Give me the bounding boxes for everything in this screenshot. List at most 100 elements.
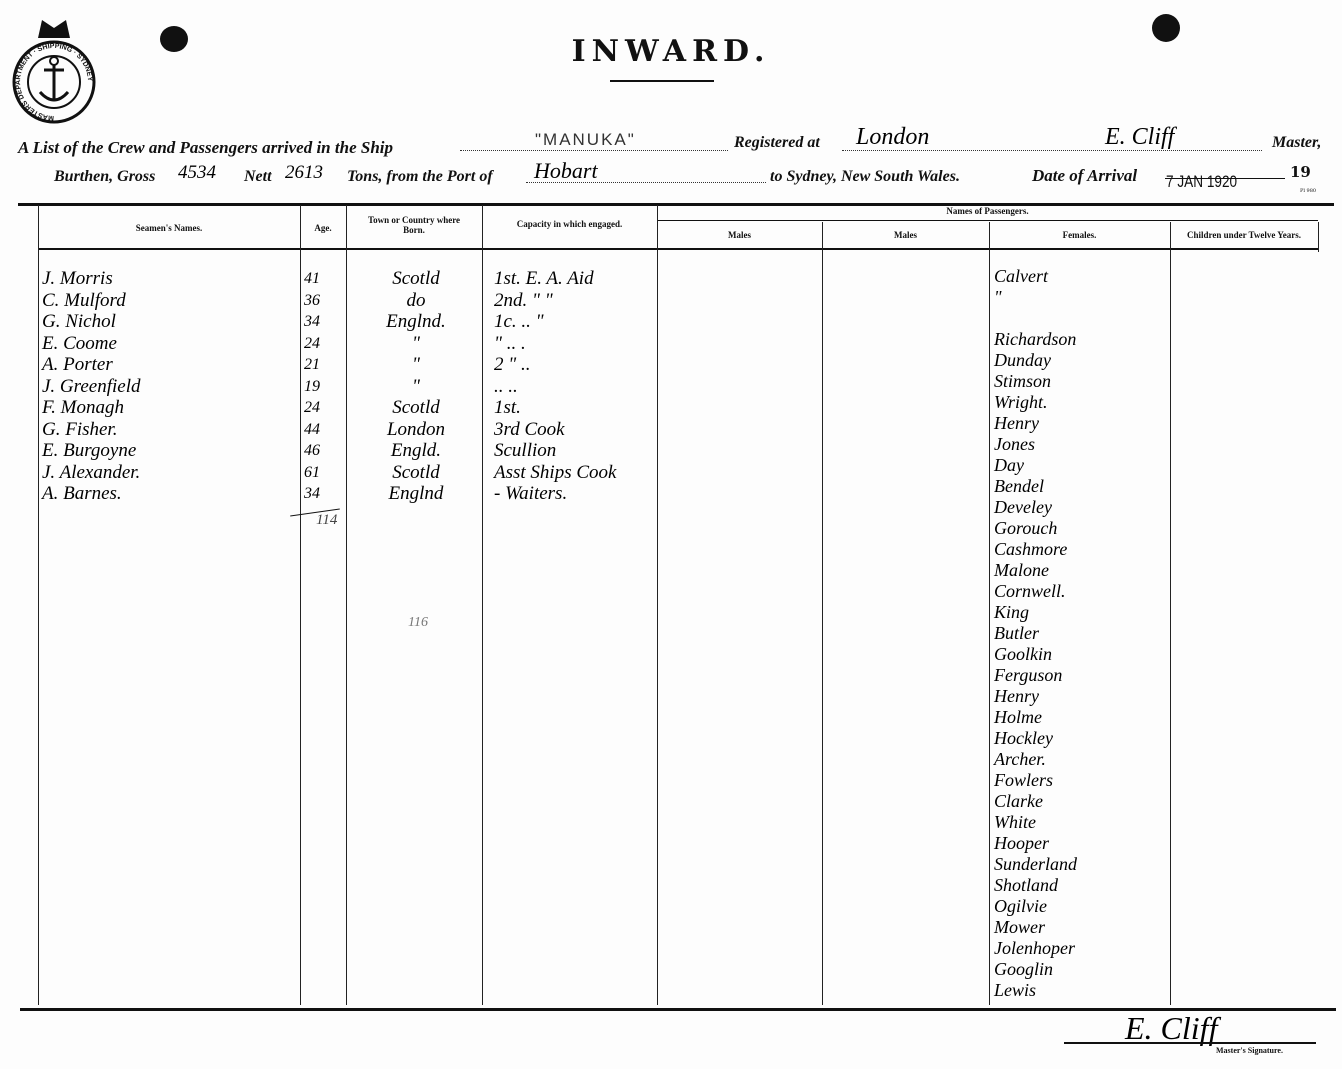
form-number: Pl 980	[1300, 188, 1317, 194]
crew-capacity: Scullion	[494, 440, 557, 461]
crew-town: Englnd	[388, 483, 444, 504]
female-passenger-name: White	[994, 812, 1036, 832]
female-passenger-name: Gorouch	[994, 518, 1058, 538]
registered-at-value: London	[856, 124, 930, 150]
female-passenger-name: Googlin	[994, 959, 1054, 979]
crew-town: Englnd.	[386, 311, 446, 332]
female-passenger-name: Ogilvie	[994, 896, 1047, 916]
crew-age: 36	[304, 291, 320, 309]
female-passenger-name: Fowlers	[994, 770, 1054, 790]
crew-age: 24	[304, 334, 320, 352]
crew-age: 34	[304, 313, 320, 330]
female-passenger-name: Develey	[994, 497, 1052, 517]
female-passenger-name: Dunday	[994, 350, 1051, 370]
crew-name: E. Coome	[42, 332, 117, 354]
crew-town: Scotld	[392, 268, 440, 289]
female-passenger-name: Henry	[994, 413, 1039, 433]
crew-age: 34	[304, 485, 320, 502]
crew-age: 24	[304, 399, 320, 416]
crew-name: F. Monagh	[42, 397, 124, 418]
crew-town: Scotld	[392, 461, 440, 483]
crew-capacity: - Waiters.	[494, 483, 568, 504]
crew-age: 21	[304, 356, 320, 373]
crew-capacity: Asst Ships Cook	[494, 461, 617, 483]
female-passenger-name: Richardson	[994, 329, 1077, 349]
crew-ages-column: 41 36 34 24 21 19 24 44 46 61 34	[304, 268, 320, 505]
year-prefix: 19	[1290, 163, 1311, 181]
female-passenger-name: Mower	[994, 917, 1045, 937]
port-value: Hobart	[534, 158, 598, 183]
crew-town: "	[412, 375, 420, 397]
punch-hole	[160, 26, 188, 52]
female-passenger-name: Day	[994, 455, 1024, 475]
crew-name: G. Fisher.	[42, 418, 118, 440]
title-underline	[610, 80, 714, 82]
margin-note: 116	[408, 615, 428, 630]
female-passenger-name: Cornwell.	[994, 581, 1066, 601]
table-top-rule	[18, 203, 1334, 206]
crew-town: Scotld	[392, 397, 440, 418]
crew-age: 44	[304, 420, 320, 438]
female-passengers-column: Calvert " Richardson Dunday Stimson Wright. He…	[994, 266, 1077, 1001]
crew-name: C. Mulford	[42, 289, 126, 311]
female-passenger-name: Clarke	[994, 791, 1043, 811]
female-passenger-name: Jolenhoper	[994, 938, 1075, 958]
crew-town: do	[406, 289, 426, 311]
tons-port-label: Tons, from the Port of	[347, 168, 493, 185]
master-name: E. Cliff	[1105, 124, 1175, 150]
col-passengers: Names of Passengers.	[946, 206, 1029, 216]
registered-label: Registered at	[734, 134, 820, 151]
female-passenger-name: Archer.	[994, 749, 1046, 769]
female-passenger-name: Lewis	[994, 980, 1037, 1000]
female-passenger-name: Cashmore	[994, 539, 1068, 559]
female-passenger-name: Goolkin	[994, 644, 1052, 664]
master-label: Master,	[1272, 134, 1322, 151]
crew-capacity: 1st. E. A. Aid	[494, 268, 594, 289]
crew-capacity: 1st.	[494, 397, 521, 418]
crew-name: J. Greenfield	[42, 375, 141, 397]
crew-town-column: Scotld do Englnd. " " " Scotld London En…	[356, 268, 476, 505]
signature-label: Master's Signature.	[1216, 1046, 1283, 1055]
crew-age: 19	[304, 377, 320, 395]
master-signature: E. Cliff	[1125, 1010, 1218, 1046]
female-passenger-name: Butler	[994, 623, 1039, 643]
crew-capacity-column: 1st. E. A. Aid 2nd. " " 1c. .. " " .. . …	[494, 268, 616, 505]
female-passenger-name: Shotland	[994, 875, 1059, 895]
crew-capacity: 2nd. " "	[494, 289, 553, 311]
crew-town: London	[386, 418, 446, 440]
crew-capacity: .. ..	[494, 375, 518, 397]
crew-name: A. Barnes.	[42, 483, 122, 504]
col-age: Age.	[314, 223, 332, 233]
crew-name: J. Morris	[42, 268, 113, 289]
crew-capacity: 2 " ..	[494, 354, 531, 375]
female-passenger-name: Hockley	[994, 728, 1053, 748]
crew-age: 46	[304, 442, 320, 459]
female-passenger-name: Bendel	[994, 476, 1044, 496]
crew-name: E. Burgoyne	[42, 440, 137, 461]
crew-capacity: 1c. .. "	[494, 311, 544, 332]
page-title: INWARD.	[571, 34, 771, 69]
punch-hole	[1152, 14, 1180, 42]
female-passenger-name: Calvert	[994, 266, 1048, 286]
table-bottom-rule	[20, 1008, 1336, 1011]
female-passenger-name: Malone	[994, 560, 1049, 580]
female-passenger-name: Hooper	[994, 833, 1049, 853]
col-males-2: Males	[894, 230, 917, 240]
col-females: Females.	[1062, 230, 1097, 240]
ship-name: "MANUKA"	[535, 130, 636, 149]
list-heading: A List of the Crew and Passengers arrive…	[18, 138, 393, 157]
age-total: 114	[316, 512, 338, 528]
female-passenger-name: Stimson	[994, 371, 1052, 391]
masters-department-crest-icon: MASTERS DEPARTMENT · SHIPPING · SYDNEY	[12, 20, 96, 124]
female-passenger-name: Henry	[994, 686, 1039, 706]
col-children: Children under Twelve Years.	[1186, 230, 1301, 240]
to-sydney-label: to Sydney, New South Wales.	[770, 168, 960, 185]
crew-names-column: J. Morris C. Mulford G. Nichol E. Coome …	[42, 268, 140, 505]
female-passenger-name: Holme	[994, 707, 1042, 727]
col-capacity: Capacity in which engaged.	[516, 219, 623, 229]
crew-age: 41	[304, 270, 320, 287]
female-passenger-name: Jones	[994, 434, 1035, 454]
header-bottom-rule	[38, 248, 1318, 250]
female-passenger-name: King	[994, 602, 1030, 622]
arrival-date-stamp: 7 JAN 1920	[1166, 172, 1238, 191]
